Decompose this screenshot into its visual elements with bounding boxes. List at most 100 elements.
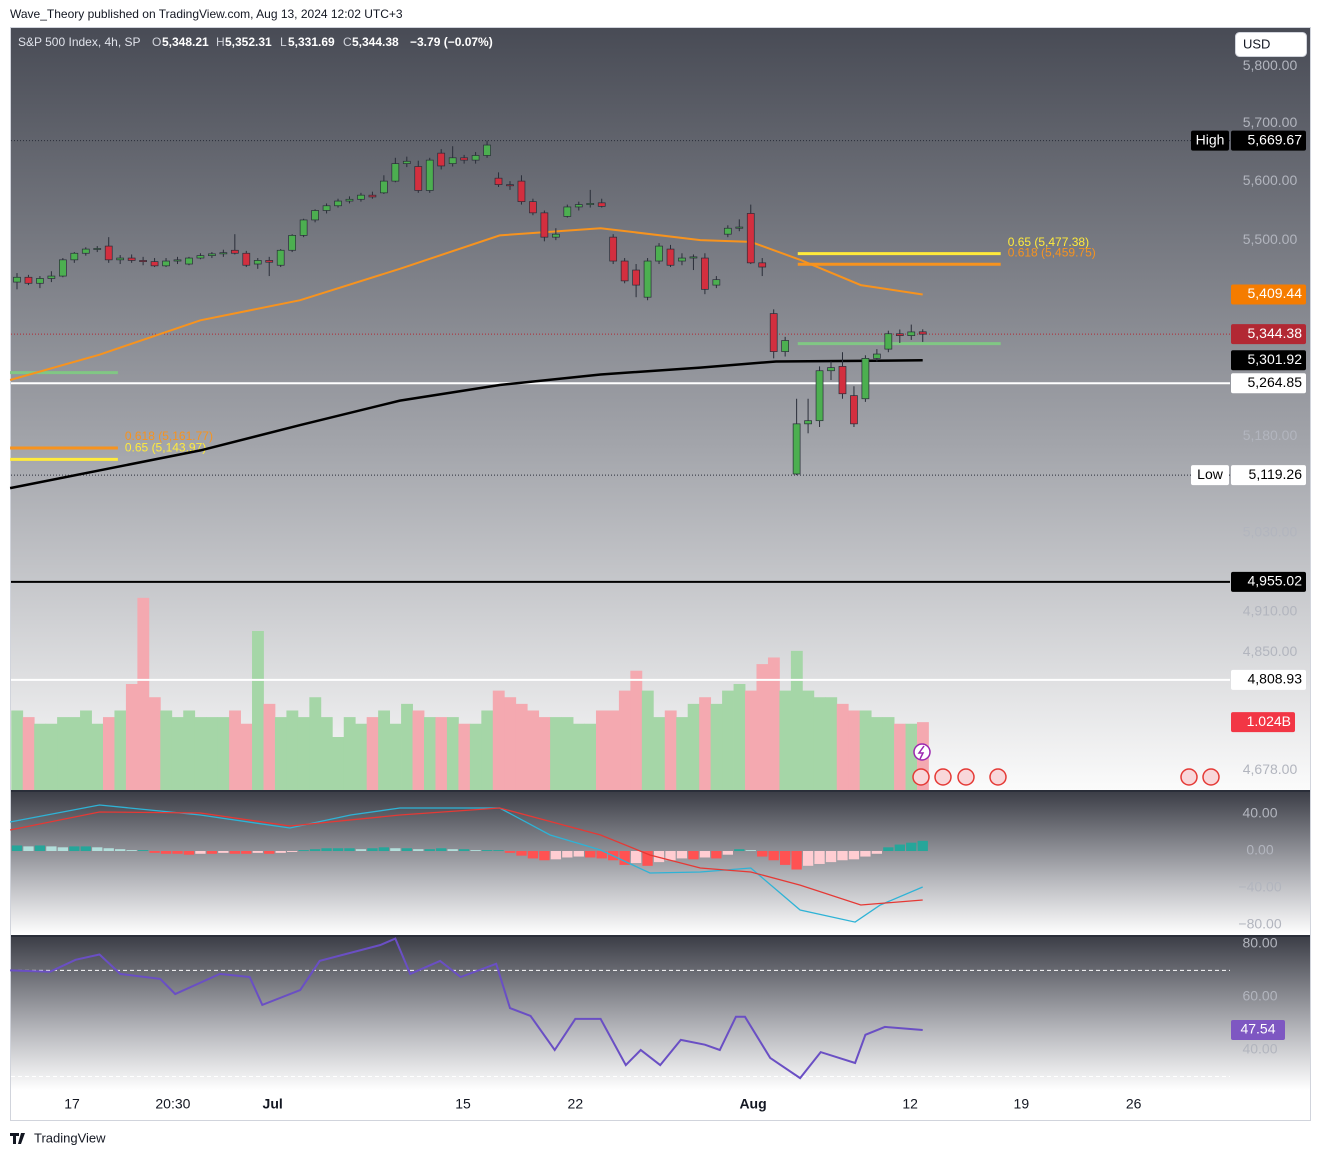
volume-bar (722, 690, 734, 790)
macd-histogram-bar (11, 845, 23, 852)
candle-body (24, 276, 33, 284)
price-label-box (1231, 350, 1306, 371)
y-tick-label: 5,600.00 (1243, 172, 1298, 188)
event-icon[interactable] (989, 768, 1007, 786)
candle-body (597, 202, 606, 207)
candle-body (173, 259, 182, 262)
candle-body (196, 255, 205, 259)
price-label-prefix-box (1191, 130, 1229, 151)
x-tick-label: 12 (902, 1096, 918, 1112)
attribution: Wave_Theory published on TradingView.com… (10, 7, 403, 21)
candle-body (815, 370, 824, 422)
candle-body (735, 226, 744, 229)
macd-histogram-bar (516, 851, 527, 856)
legend-change: −3.79 (−0.07%) (410, 35, 493, 49)
volume-bar (607, 710, 620, 790)
candle-body (253, 260, 262, 265)
macd-histogram-bar (848, 851, 860, 860)
macd-histogram-bar (126, 850, 137, 852)
macd-histogram-bar (34, 845, 46, 852)
volume-bar (412, 710, 425, 790)
macd-histogram-bar (699, 851, 711, 858)
volume-bar (676, 717, 689, 790)
macd-histogram-bar (665, 851, 676, 861)
candle-body (769, 313, 778, 352)
candle-body (93, 248, 102, 250)
volume-bar (538, 717, 551, 790)
candle-body (540, 212, 549, 238)
volume-bar (263, 703, 276, 790)
candle-body (13, 276, 21, 283)
candle-body (150, 261, 159, 267)
volume-label-box (1231, 712, 1295, 733)
volume-bar (252, 630, 264, 790)
macd-histogram-bar (470, 850, 481, 852)
volume-bar (825, 697, 838, 790)
volume-bar (137, 597, 150, 790)
volume-bar (240, 723, 253, 790)
macd-histogram-bar (458, 849, 470, 852)
candle-body (402, 160, 411, 164)
brand-name: TradingView (34, 1130, 106, 1145)
y-tick-label: 5,030.00 (1243, 523, 1298, 539)
candle-body (804, 420, 812, 425)
currency-box[interactable] (1235, 32, 1307, 57)
symbol-title: S&P 500 Index, 4h, SP (18, 35, 141, 49)
currency-button[interactable]: USD (1235, 32, 1307, 57)
macd-histogram-bar (688, 851, 699, 860)
event-icon[interactable] (934, 768, 952, 786)
price-label: 5,669.67 (1248, 131, 1303, 147)
legend-key: C (343, 35, 352, 49)
macd-histogram-bar (103, 848, 114, 852)
price-label-box (1231, 130, 1306, 151)
volume-bar (767, 657, 780, 790)
x-tick-label: 22 (568, 1096, 584, 1112)
fib-label: 0.65 (5,477.38) (1008, 235, 1089, 249)
event-icon[interactable] (1180, 768, 1198, 786)
volume-bar (401, 703, 413, 790)
candle-body (47, 275, 56, 279)
candle-body (746, 213, 755, 264)
event-icon[interactable] (957, 768, 975, 786)
macd-histogram-bar (23, 846, 34, 852)
event-icon[interactable] (1202, 768, 1220, 786)
macd-histogram-bar (57, 847, 69, 852)
legend-value: 5,344.38 (352, 35, 399, 49)
event-icon[interactable] (912, 768, 930, 786)
macd-histogram-bar (424, 849, 435, 852)
macd-histogram-bar (642, 851, 653, 866)
macd-histogram-bar (149, 851, 160, 853)
volume-bar (790, 650, 803, 790)
rsi-tick-label: 60.00 (1242, 988, 1277, 1004)
candle-body (59, 259, 67, 277)
volume-bar (756, 664, 769, 790)
macd-histogram-bar (860, 851, 871, 857)
macd-histogram-bar (46, 846, 57, 852)
x-tick-label: 19 (1014, 1096, 1030, 1112)
candle-body (448, 157, 457, 164)
macd-histogram-bar (344, 848, 355, 852)
volume-bar (34, 723, 47, 790)
candle-body (208, 253, 216, 257)
x-tick-label: 15 (455, 1096, 471, 1112)
macd-tick-label: −40.00 (1238, 879, 1281, 895)
y-tick-label: 5,500.00 (1243, 231, 1298, 247)
candle-body (345, 198, 354, 202)
volume-bar (194, 717, 207, 790)
event-icon[interactable] (913, 743, 931, 761)
macd-histogram-bar (229, 851, 240, 854)
price-label: 5,301.92 (1248, 351, 1303, 367)
volume-bar (114, 710, 127, 790)
price-label-prefix: High (1196, 131, 1225, 147)
volume-bar (664, 710, 677, 790)
macd-histogram-bar (802, 851, 814, 866)
volume-bar (160, 710, 173, 790)
rsi-pane (11, 937, 1310, 1090)
macd-histogram-bar (436, 848, 447, 852)
macd-histogram-bar (332, 848, 344, 852)
macd-histogram-bar (711, 851, 722, 859)
macd-histogram-bar (137, 850, 149, 852)
currency-label[interactable]: USD (1243, 36, 1270, 51)
macd-histogram-bar (504, 851, 516, 853)
